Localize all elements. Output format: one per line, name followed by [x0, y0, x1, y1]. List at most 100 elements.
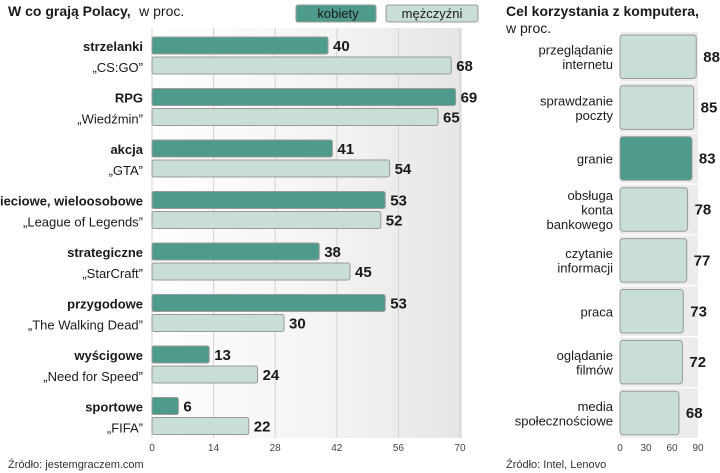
- computer-use-category-label: praca: [580, 304, 613, 319]
- men-value-label: 65: [443, 110, 460, 127]
- men-value-label: 54: [395, 161, 412, 178]
- games-tick-label: 42: [331, 443, 343, 454]
- computer-use-tick-label: 90: [692, 443, 704, 454]
- men-bar: [151, 108, 439, 126]
- games-example-label: „GTA”: [109, 163, 143, 178]
- computer-use-bar: [619, 289, 684, 334]
- games-example-label: „Need for Speed”: [43, 369, 143, 384]
- computer-use-value-label: 83: [699, 151, 716, 168]
- games-example-label: „CS:GO”: [92, 60, 143, 75]
- women-bar: [151, 191, 386, 209]
- women-value-label: 38: [324, 244, 341, 261]
- men-value-label: 68: [456, 58, 473, 75]
- games-tick-label: 70: [454, 443, 466, 454]
- games-example-label: „StarCraft”: [82, 266, 143, 281]
- computer-use-row: 78 obsługa konta bankowego: [547, 184, 712, 235]
- women-value-label: 69: [461, 90, 478, 107]
- computer-use-category-label: czytanie informacji: [557, 246, 613, 276]
- women-bar: [151, 36, 329, 55]
- computer-use-category-label: media społecznościowe: [515, 399, 614, 429]
- games-chart-title: W co grają Polacy, w proc.: [8, 3, 184, 20]
- men-bar: [151, 262, 351, 281]
- games-category-group: akcja „GTA” 41 54: [109, 139, 412, 178]
- games-category-label: akcja: [110, 142, 143, 157]
- women-bar: [151, 242, 320, 261]
- games-category-label: sieciowe, wieloosobowe: [0, 194, 143, 209]
- women-value-label: 13: [214, 347, 231, 364]
- computer-use-axis: 0 30 60 90: [617, 443, 704, 454]
- games-category-label: strzelanki: [83, 39, 143, 54]
- legend-swatch-women: [295, 4, 377, 23]
- games-tick-label: 28: [270, 443, 282, 454]
- games-category-group: wyścigowe „Need for Speed” 13 24: [43, 345, 280, 384]
- games-tick-label: 56: [393, 443, 405, 454]
- computer-use-bar: [619, 85, 695, 130]
- women-bar: [151, 88, 457, 106]
- computer-use-value-label: 85: [701, 100, 718, 117]
- computer-use-row: 85 sprawdzanie poczty: [540, 82, 718, 133]
- games-source: Źródło: jestemgraczem.com: [8, 458, 144, 471]
- women-value-label: 41: [337, 141, 354, 158]
- legend: kobiety mężczyźni: [295, 4, 479, 23]
- games-example-label: „FIFA”: [107, 421, 143, 436]
- men-value-label: 45: [355, 264, 372, 281]
- computer-use-category-label: granie: [577, 152, 613, 167]
- games-category-label: strategiczne: [67, 245, 143, 260]
- games-tick-label: 0: [149, 443, 155, 454]
- men-bar: [151, 365, 259, 384]
- computer-use-value-label: 68: [686, 405, 703, 422]
- legend-swatch-men: [385, 4, 479, 23]
- games-category-group: strategiczne „StarCraft” 38 45: [67, 242, 372, 281]
- women-bar: [151, 345, 210, 364]
- computer-use-category-label: obsługa konta bankowego: [547, 188, 614, 232]
- men-bar: [151, 56, 452, 75]
- computer-use-source: Źródło: Intel, Lenovo: [506, 458, 606, 471]
- games-chart-unit: w proc.: [138, 3, 184, 19]
- computer-use-row: 68 media społecznościowe: [515, 388, 703, 438]
- games-chart-title-text: W co grają Polacy,: [8, 3, 131, 19]
- computer-use-category-label: sprawdzanie poczty: [540, 93, 613, 123]
- computer-use-value-label: 73: [690, 303, 707, 320]
- games-category-label: wyścigowe: [73, 348, 143, 363]
- computer-use-row: 83 granie: [577, 133, 716, 184]
- legend-label-men: mężczyźni: [402, 6, 463, 21]
- women-value-label: 53: [390, 193, 407, 210]
- women-bar: [151, 294, 386, 312]
- computer-use-tick-label: 30: [640, 443, 652, 454]
- computer-use-bar: [619, 238, 688, 283]
- games-category-group: strzelanki „CS:GO” 40 68: [83, 36, 473, 75]
- men-bar: [151, 159, 391, 178]
- games-chart: W co grają Polacy, w proc. kobiety mężcz…: [0, 3, 479, 471]
- computer-use-bar: [619, 390, 680, 436]
- games-example-label: „The Walking Dead”: [28, 318, 143, 333]
- men-bar: [151, 417, 250, 435]
- games-category-label: RPG: [115, 91, 143, 106]
- computer-use-value-label: 78: [695, 201, 712, 218]
- men-value-label: 30: [289, 316, 306, 333]
- computer-use-bar: [619, 34, 697, 79]
- games-category-group: przygodowe „The Walking Dead” 53 30: [28, 294, 407, 333]
- women-bar: [151, 139, 333, 158]
- women-bar: [151, 397, 179, 415]
- games-tick-label: 14: [208, 443, 220, 454]
- games-category-group: sportowe „FIFA” 6 22: [85, 397, 270, 436]
- games-example-label: „League of Legends”: [23, 215, 143, 230]
- computer-use-bar: [619, 339, 683, 385]
- women-value-label: 53: [390, 296, 407, 313]
- computer-use-row: 73 praca: [580, 286, 707, 336]
- computer-use-value-label: 72: [689, 354, 706, 371]
- computer-use-unit: w proc.: [505, 20, 551, 36]
- computer-use-row: 72 oglądanie filmów: [557, 337, 706, 387]
- men-value-label: 52: [386, 213, 403, 230]
- legend-label-women: kobiety: [317, 6, 359, 21]
- computer-use-bar: [619, 136, 693, 181]
- computer-use-panels: 88 przeglądanie internetu 85 sprawdzanie pocz…: [515, 32, 720, 438]
- computer-use-title: Cel korzystania z komputera,: [506, 3, 699, 19]
- games-category-group: sieciowe, wieloosobowe „League of Legends…: [0, 191, 407, 230]
- computer-use-row: 77 czytanie informacji: [557, 235, 710, 286]
- games-category-label: sportowe: [85, 400, 143, 415]
- computer-use-value-label: 88: [703, 49, 720, 66]
- computer-use-tick-label: 0: [617, 443, 623, 454]
